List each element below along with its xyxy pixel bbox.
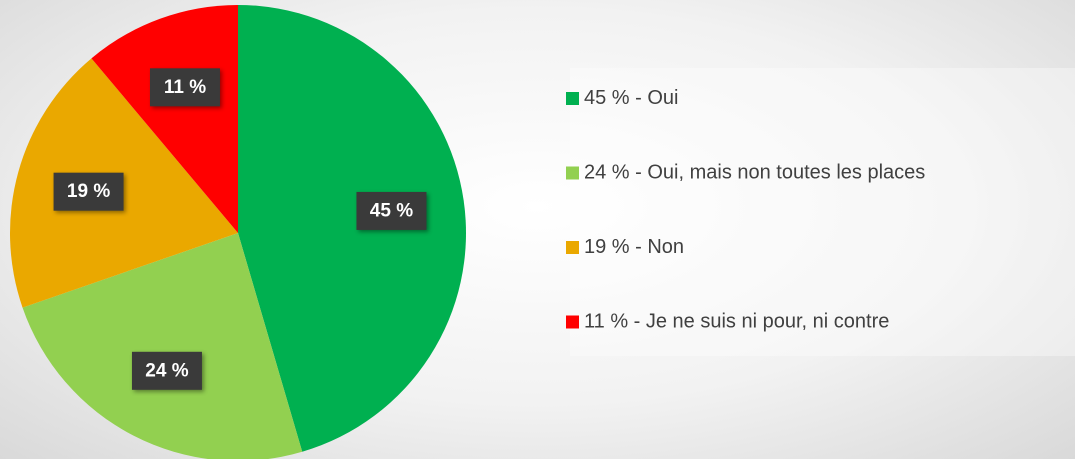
data-label-box — [53, 172, 124, 211]
data-label: 11 % — [164, 77, 206, 98]
data-label: 24 % — [145, 360, 188, 381]
pie-slice — [22, 233, 303, 459]
pie-slice — [9, 58, 238, 308]
pie-slice — [91, 5, 238, 233]
legend-label: 45 % - Oui — [584, 87, 678, 109]
legend-label: 24 % - Oui, mais non toutes les places — [584, 162, 925, 184]
data-label-box — [131, 351, 202, 390]
data-label-box — [149, 68, 220, 107]
legend-swatch — [566, 92, 579, 105]
legend-label: 19 % - Non — [584, 236, 684, 258]
pie-slice — [238, 5, 466, 452]
data-label: 19 % — [67, 181, 110, 202]
data-label: 45 % — [370, 200, 413, 221]
legend-swatch — [566, 241, 579, 254]
legend-panel — [570, 68, 1075, 356]
legend-swatch — [566, 166, 579, 180]
legend-swatch — [566, 315, 579, 329]
data-label-box — [356, 191, 427, 230]
legend-label: 11 % - Je ne suis ni pour, ni contre — [584, 311, 889, 333]
